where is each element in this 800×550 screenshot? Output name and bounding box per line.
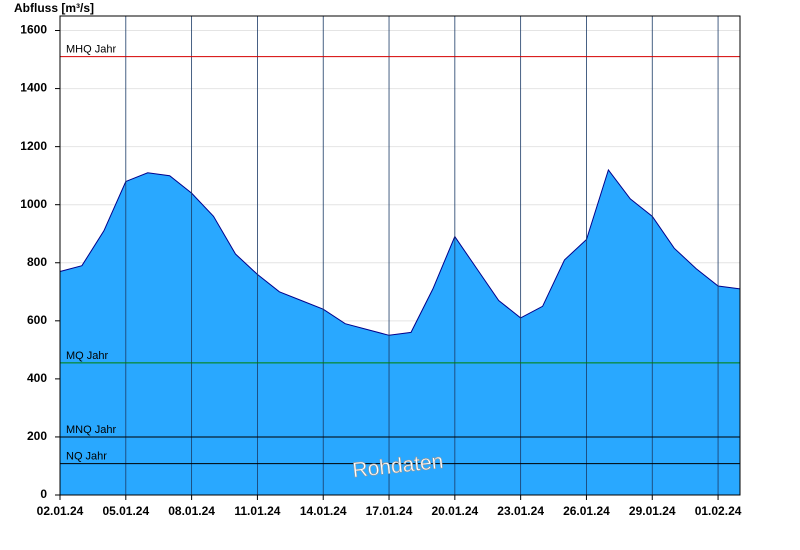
area (60, 169, 740, 495)
y-tick-label: 600 (27, 313, 47, 327)
y-tick-label: 1000 (20, 197, 47, 211)
x-tick-label: 20.01.24 (431, 504, 478, 518)
reference-label: MNQ Jahr (66, 424, 116, 436)
reference-label: MHQ Jahr (66, 44, 116, 56)
x-tick-label: 29.01.24 (629, 504, 676, 518)
y-axis-title: Abfluss [m³/s] (14, 1, 94, 15)
y-tick-label: 1400 (20, 81, 47, 95)
x-tick-label: 02.01.24 (37, 504, 84, 518)
x-tick-label: 14.01.24 (300, 504, 347, 518)
x-tick-label: 23.01.24 (497, 504, 544, 518)
x-tick-label: 26.01.24 (563, 504, 610, 518)
x-tick-label: 05.01.24 (102, 504, 149, 518)
x-tick-label: 17.01.24 (366, 504, 413, 518)
y-tick-label: 800 (27, 255, 47, 269)
x-tick-label: 01.02.24 (695, 504, 742, 518)
x-tick-label: 08.01.24 (168, 504, 215, 518)
y-tick-label: 0 (40, 487, 47, 501)
reference-label: NQ Jahr (66, 451, 107, 463)
plot-frame (59, 15, 741, 496)
y-tick-label: 1600 (20, 23, 47, 37)
y-tick-label: 1200 (20, 139, 47, 153)
line (59, 168, 741, 336)
y-tick-label: 400 (27, 371, 47, 385)
x-tick-label: 11.01.24 (234, 504, 280, 518)
reference-label: MQ Jahr (66, 350, 109, 362)
y-tick-label: 200 (27, 429, 47, 443)
